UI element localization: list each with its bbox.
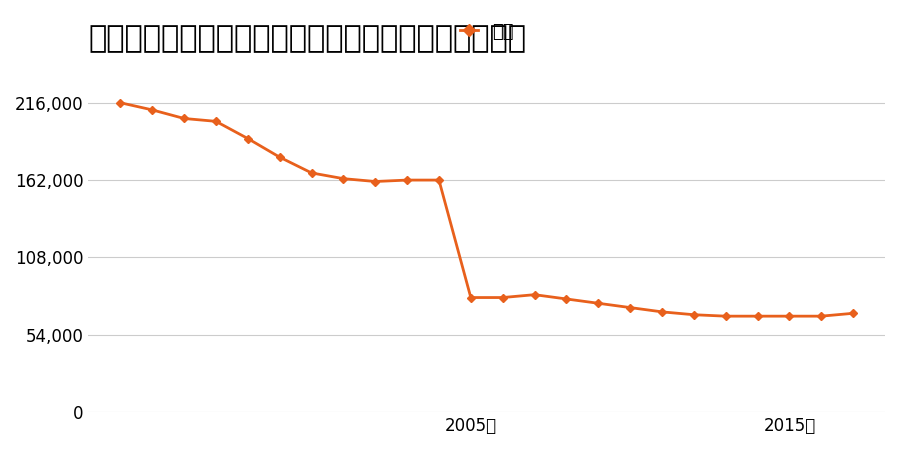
価格 [401, 177, 412, 183]
価格 [848, 310, 859, 316]
価格 [306, 170, 317, 176]
価格 [274, 154, 285, 160]
価格 [657, 309, 668, 315]
価格 [720, 314, 731, 319]
価格 [434, 177, 445, 183]
価格 [179, 116, 190, 121]
価格 [752, 314, 763, 319]
価格 [625, 305, 635, 310]
価格 [211, 119, 221, 124]
価格 [115, 100, 126, 105]
価格 [816, 314, 827, 319]
価格 [593, 301, 604, 306]
Text: 愛知県名古屋市瑞穂区土市町２丁目４０番の地価推移: 愛知県名古屋市瑞穂区土市町２丁目４０番の地価推移 [88, 24, 526, 54]
価格 [465, 295, 476, 300]
Legend: 価格: 価格 [453, 15, 521, 48]
価格 [561, 296, 572, 302]
価格 [784, 314, 795, 319]
価格 [498, 295, 508, 300]
価格 [147, 107, 158, 112]
価格 [370, 179, 381, 184]
価格 [338, 176, 349, 181]
価格 [242, 136, 253, 141]
Line: 価格: 価格 [118, 100, 856, 319]
価格 [688, 312, 699, 317]
価格 [529, 292, 540, 297]
